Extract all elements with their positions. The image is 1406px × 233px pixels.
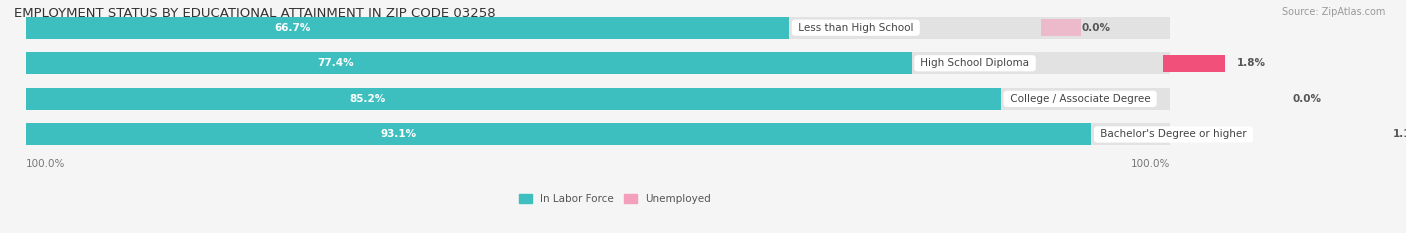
Legend: In Labor Force, Unemployed: In Labor Force, Unemployed — [519, 194, 711, 204]
Bar — [25, 123, 1170, 145]
Text: 77.4%: 77.4% — [318, 58, 354, 68]
Bar — [1164, 55, 1225, 72]
Bar — [1343, 126, 1381, 143]
Text: Bachelor's Degree or higher: Bachelor's Degree or higher — [1097, 130, 1250, 140]
Text: EMPLOYMENT STATUS BY EDUCATIONAL ATTAINMENT IN ZIP CODE 03258: EMPLOYMENT STATUS BY EDUCATIONAL ATTAINM… — [14, 7, 496, 20]
Text: 100.0%: 100.0% — [1130, 159, 1170, 169]
Text: High School Diploma: High School Diploma — [917, 58, 1032, 68]
Text: Less than High School: Less than High School — [794, 23, 917, 33]
Text: 93.1%: 93.1% — [381, 130, 416, 140]
Text: 100.0%: 100.0% — [25, 159, 65, 169]
Text: 1.8%: 1.8% — [1237, 58, 1265, 68]
Bar — [1040, 19, 1081, 36]
Bar — [25, 88, 1001, 110]
Bar — [25, 17, 789, 39]
Bar — [25, 52, 911, 74]
Bar — [25, 123, 1091, 145]
Text: 0.0%: 0.0% — [1294, 94, 1322, 104]
Bar — [25, 52, 1170, 74]
Bar — [25, 17, 1170, 39]
Text: College / Associate Degree: College / Associate Degree — [1007, 94, 1153, 104]
Text: 66.7%: 66.7% — [274, 23, 311, 33]
Text: 0.0%: 0.0% — [1081, 23, 1111, 33]
Text: Source: ZipAtlas.com: Source: ZipAtlas.com — [1281, 7, 1385, 17]
Bar — [1253, 91, 1294, 107]
Text: 85.2%: 85.2% — [349, 94, 385, 104]
Bar — [25, 88, 1170, 110]
Text: 1.1%: 1.1% — [1392, 130, 1406, 140]
